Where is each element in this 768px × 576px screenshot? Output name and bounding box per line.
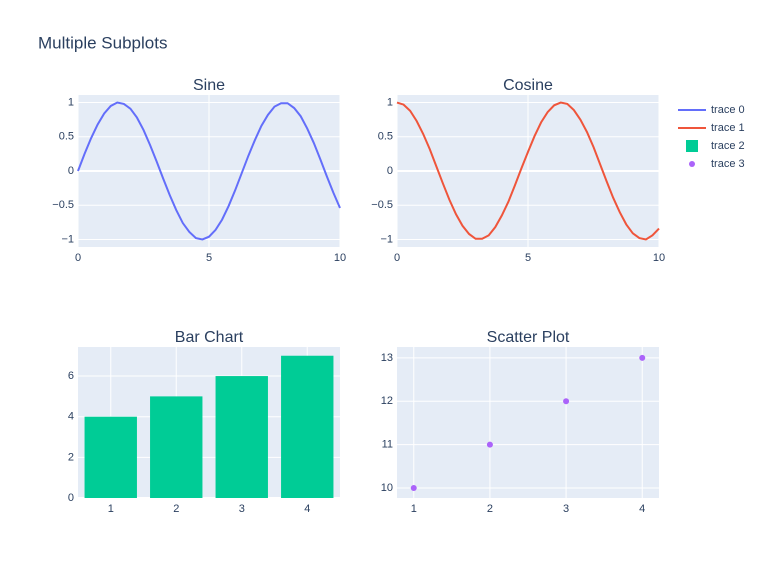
point	[563, 398, 570, 405]
y-tick-label: −0.5	[371, 199, 393, 211]
x-tick-label: 3	[239, 503, 245, 515]
bar	[150, 396, 203, 498]
y-tick-label: 6	[68, 370, 74, 382]
point	[639, 354, 646, 361]
x-tick-label: 1	[108, 503, 114, 515]
y-tick-label: 0	[68, 165, 74, 177]
legend-label: trace 2	[711, 140, 745, 152]
legend-label: trace 1	[711, 122, 745, 134]
bar	[215, 376, 268, 498]
y-tick-label: 0.5	[59, 131, 74, 143]
x-tick-label: 5	[525, 252, 531, 264]
y-tick-label: 13	[381, 352, 393, 364]
y-tick-label: 4	[68, 411, 74, 423]
line	[77, 101, 341, 241]
x-tick-label: 0	[394, 252, 400, 264]
figure-title: Multiple Subplots	[38, 33, 167, 52]
y-tick-label: 1	[68, 96, 74, 108]
y-tick-label: 10	[381, 482, 393, 494]
y-tick-label: 2	[68, 451, 74, 463]
x-tick-label: 0	[75, 252, 81, 264]
plot-area	[397, 347, 659, 498]
subplot-title: Cosine	[503, 77, 553, 94]
y-tick-label: 0	[68, 492, 74, 504]
y-tick-label: 11	[382, 439, 393, 451]
y-tick-label: −1	[380, 233, 393, 245]
y-tick-label: 0	[387, 165, 393, 177]
subplot-title: Sine	[193, 77, 225, 94]
point	[410, 485, 417, 492]
x-tick-label: 1	[411, 503, 417, 515]
x-tick-label: 10	[334, 252, 346, 264]
legend-symbol	[686, 140, 698, 152]
subplot-title: Scatter Plot	[487, 329, 570, 346]
x-tick-label: 4	[639, 503, 645, 515]
legend-label: trace 0	[711, 104, 745, 116]
legend-label: trace 3	[711, 158, 745, 170]
subplot-title: Bar Chart	[175, 329, 244, 346]
line	[396, 101, 660, 241]
bar	[84, 416, 137, 498]
bar	[281, 355, 334, 498]
x-tick-label: 4	[304, 503, 310, 515]
y-tick-label: 12	[381, 395, 393, 407]
y-tick-label: −0.5	[52, 199, 74, 211]
x-tick-label: 5	[206, 252, 212, 264]
point	[486, 441, 493, 448]
x-tick-label: 2	[173, 503, 179, 515]
legend-symbol	[689, 161, 695, 167]
x-tick-label: 3	[563, 503, 569, 515]
x-tick-label: 10	[653, 252, 665, 264]
y-tick-label: 1	[387, 96, 393, 108]
y-tick-label: 0.5	[378, 131, 393, 143]
x-tick-label: 2	[487, 503, 493, 515]
y-tick-label: −1	[61, 233, 74, 245]
